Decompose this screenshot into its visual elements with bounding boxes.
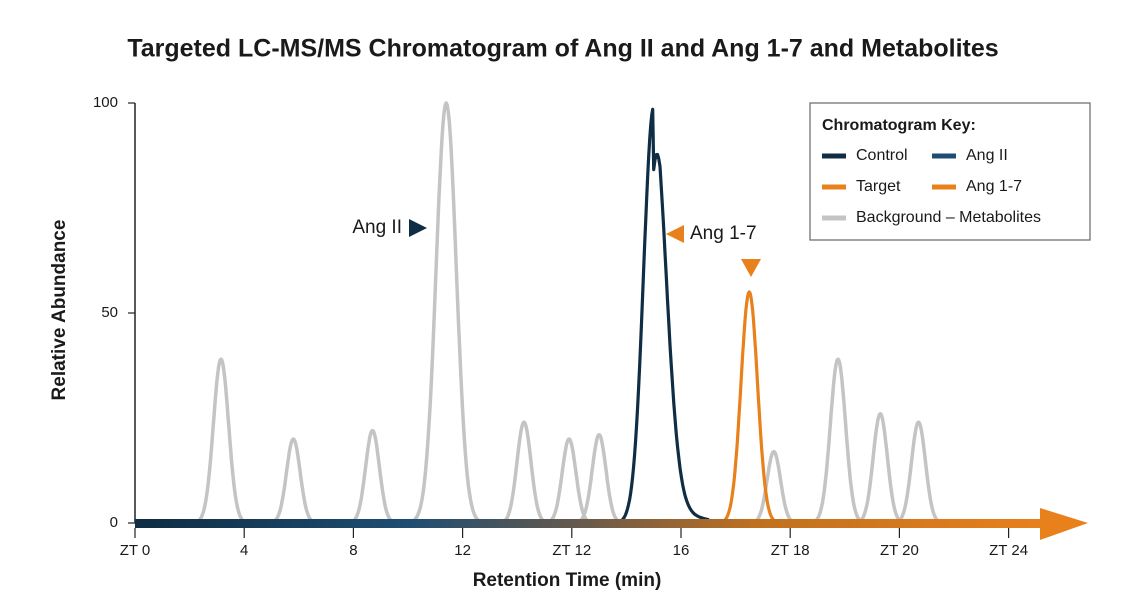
legend-label: Target [856, 178, 901, 195]
y-tick-label: 100 [93, 94, 118, 111]
legend-title: Chromatogram Key: [822, 117, 976, 134]
x-tick-label: ZT 12 [552, 542, 591, 559]
peak [711, 290, 787, 525]
x-tick-label: ZT 0 [120, 542, 151, 559]
y-tick-label: 50 [101, 304, 118, 321]
legend-box [809, 102, 1091, 241]
peak [742, 449, 805, 525]
x-axis-label: Retention Time (min) [473, 570, 662, 591]
x-tick-label: 16 [673, 542, 690, 559]
legend-label: Control [856, 147, 908, 164]
x-tick-label: ZT 24 [989, 542, 1028, 559]
peak [802, 357, 873, 525]
x-tick-label: ZT 20 [880, 542, 919, 559]
annotations: Ang II Ang 1-7 [352, 217, 761, 277]
peak [340, 428, 404, 525]
annotation-arrow [666, 225, 684, 243]
y-tick-label: 0 [110, 514, 118, 531]
x-tick-label: 12 [454, 542, 471, 559]
legend-label: Background – Metabolites [856, 209, 1041, 226]
annotation: Ang 1-7 [690, 223, 757, 244]
peak [491, 420, 556, 525]
peak [886, 420, 951, 525]
peak [185, 357, 256, 525]
legend-label: Ang 1-7 [966, 178, 1022, 195]
annotation-arrow [409, 219, 427, 237]
x-tick-label: 4 [240, 542, 248, 559]
x-axis-arrow [1040, 508, 1088, 540]
peak [400, 101, 492, 525]
annotation-arrow [741, 259, 761, 277]
chart-title: Targeted LC-MS/MS Chromatogram of Ang II… [127, 35, 998, 63]
annotation: Ang II [352, 217, 402, 238]
legend-label: Ang II [966, 147, 1008, 164]
x-tick-label: 8 [349, 542, 357, 559]
peak [607, 107, 710, 525]
y-axis-label: Relative Abundance [49, 220, 70, 401]
peak [261, 437, 325, 525]
x-axis [135, 519, 1045, 528]
peak [847, 412, 913, 525]
x-tick-label: ZT 18 [771, 542, 810, 559]
